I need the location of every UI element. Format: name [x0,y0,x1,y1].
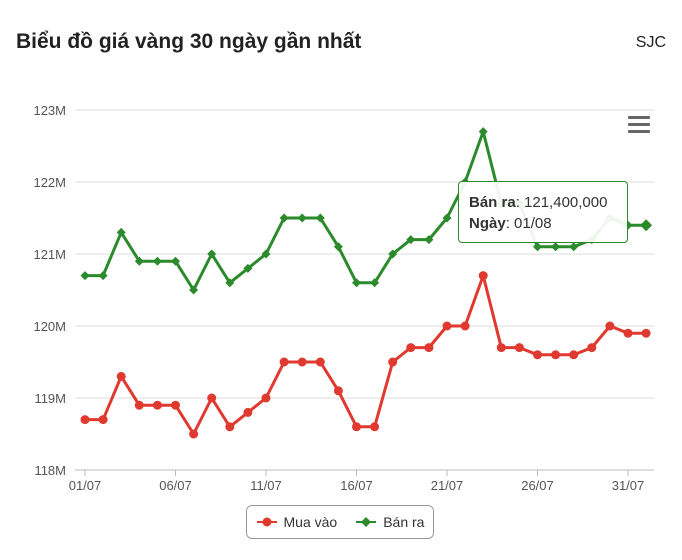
data-point-buy [478,271,488,281]
data-point-buy [424,343,434,353]
data-point-buy [388,357,398,367]
legend-item-sell[interactable]: Bán ra [355,514,424,530]
x-tick-label: 21/07 [431,478,464,493]
data-point-sell [80,271,90,281]
data-point-sell [333,242,343,252]
data-point-sell [134,256,144,266]
x-tick-label: 16/07 [340,478,373,493]
data-point-buy [551,350,561,360]
data-point-buy [243,407,253,417]
data-point-buy [134,400,144,410]
diamond-marker-icon [356,517,377,527]
y-tick-label: 120M [33,319,66,334]
data-point-sell [243,263,253,273]
data-point-buy [641,328,651,338]
data-point-buy [370,422,380,432]
chart-legend: Mua vào Bán ra [246,505,434,539]
data-point-buy [171,400,180,410]
data-point-buy [98,415,108,425]
data-point-sell [116,227,126,237]
chart-title: Biểu đồ giá vàng 30 ngày gần nhất [16,30,362,53]
y-tick-label: 122M [33,175,66,190]
data-point-sell [533,242,542,252]
brand-label: SJC [635,34,666,51]
data-point-sell [424,235,434,245]
x-tick-label: 26/07 [521,478,554,493]
data-point-buy [297,357,307,367]
data-point-buy [442,321,452,331]
data-point-sell [279,213,289,223]
data-point-sell [261,249,271,259]
data-point-buy [496,343,506,353]
y-tick-label: 118M [34,463,66,478]
series-line-buy [85,274,647,436]
y-tick-label: 121M [33,247,66,262]
data-point-sell [551,242,561,252]
tooltip-date-label: Ngày [469,215,506,232]
x-tick-label: 11/07 [250,478,282,493]
data-point-sell [442,213,452,223]
data-point-buy [352,422,361,432]
chart-tooltip: Bán ra: 121,400,000 Ngày: 01/08 [458,181,628,243]
data-point-sell [352,278,361,288]
x-tick-label: 01/07 [69,478,102,493]
data-point-buy [460,321,470,331]
data-point-sell [225,278,235,288]
data-point-buy [569,350,579,360]
data-point-buy [225,422,235,432]
data-point-sell [478,127,488,137]
data-point-sell [171,256,180,266]
data-point-buy [279,357,289,367]
tooltip-date: 01/08 [514,215,552,232]
data-point-sell [569,242,579,252]
circle-marker-icon [256,517,277,527]
data-point-buy [152,400,162,410]
data-point-sell [315,213,325,223]
gold-price-chart: 118M 119M 120M 121M 122M 123M 01/07 06/07 11/07 1… [33,103,654,493]
data-point-buy [261,393,271,403]
data-point-buy [80,415,90,425]
data-point-sell [406,235,416,245]
hamburger-menu-icon[interactable] [628,116,650,134]
data-point-sell [297,213,307,223]
data-point-sell [370,278,380,288]
data-point-buy [333,386,343,396]
data-point-buy [406,343,416,353]
tooltip-series-label: Bán ra [469,194,516,211]
data-point-buy [587,343,597,353]
data-point-sell [152,256,162,266]
y-tick-label: 123M [33,103,66,118]
data-point-buy [116,371,126,381]
data-point-buy [514,343,524,353]
data-point-sell [207,249,217,259]
data-point-buy [189,429,199,439]
data-point-buy [207,393,217,403]
data-point-buy [605,321,615,331]
data-point-sell [388,249,398,259]
legend-label-buy: Mua vào [283,514,338,530]
data-point-buy [533,350,542,360]
legend-item-buy[interactable]: Mua vào [256,514,338,530]
data-point-buy [623,328,633,338]
tooltip-value: 121,400,000 [524,194,608,211]
y-tick-label: 119M [34,391,66,406]
x-tick-label: 06/07 [159,478,192,493]
legend-label-sell: Bán ra [383,514,425,530]
data-point-sell-highlighted [640,219,653,232]
data-point-buy [315,357,325,367]
data-point-sell [189,285,199,295]
x-tick-label: 31/07 [612,478,645,493]
data-point-sell [98,271,108,281]
